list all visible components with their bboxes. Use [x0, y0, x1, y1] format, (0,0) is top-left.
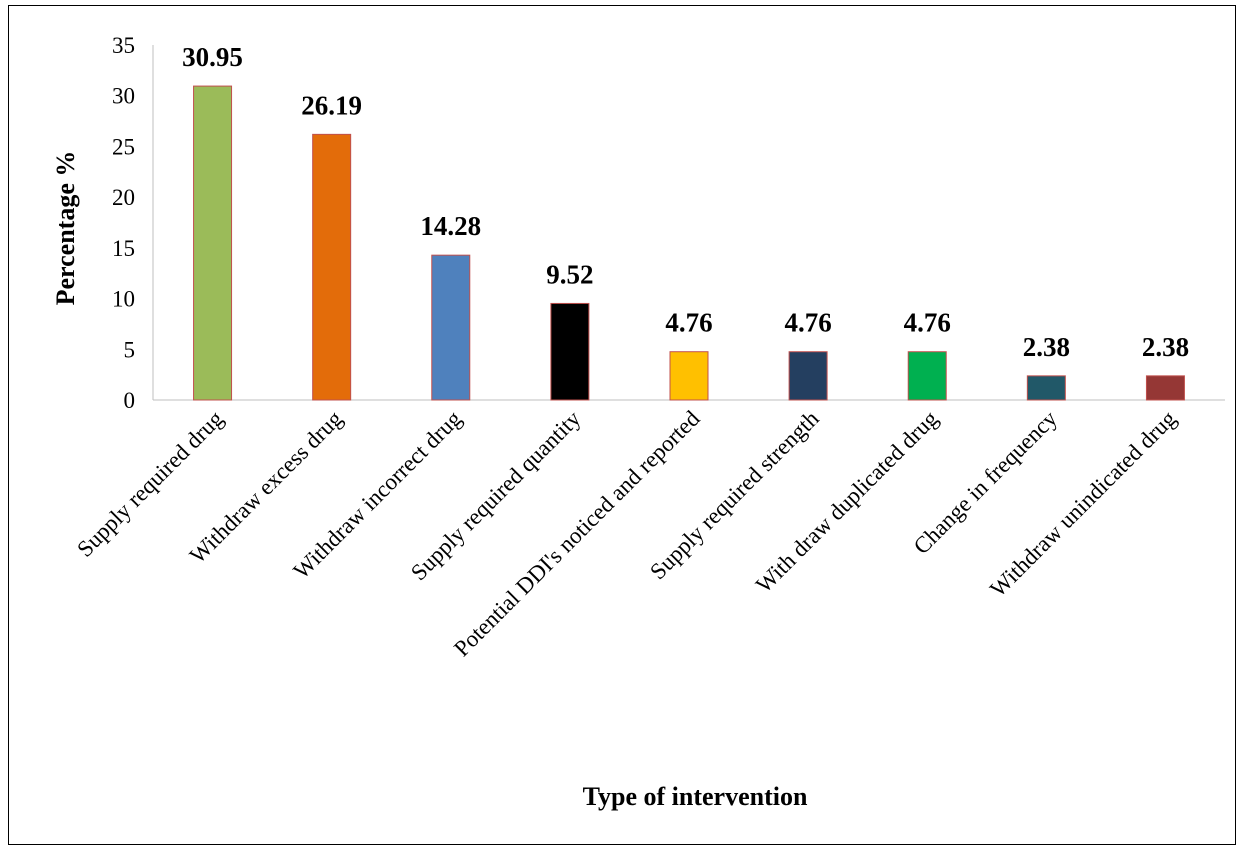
y-tick-label: 25 — [112, 134, 135, 159]
y-tick-label: 5 — [124, 337, 136, 362]
bar — [908, 352, 946, 400]
data-label: 14.28 — [420, 211, 481, 241]
x-tick-label: Potential DDI's noticed and reported — [449, 406, 705, 662]
bar — [551, 303, 589, 400]
bar — [1146, 376, 1184, 400]
y-tick-label: 35 — [112, 33, 135, 58]
x-axis-title: Type of intervention — [583, 782, 808, 811]
bar — [670, 352, 708, 400]
data-label: 4.76 — [904, 308, 951, 338]
data-label: 30.95 — [182, 42, 243, 72]
data-label: 9.52 — [546, 259, 593, 289]
data-label: 2.38 — [1023, 332, 1070, 362]
data-label: 2.38 — [1142, 332, 1189, 362]
y-axis-title: Percentage % — [51, 151, 80, 306]
bar — [1027, 376, 1065, 400]
data-label: 4.76 — [665, 308, 712, 338]
data-label: 4.76 — [784, 308, 831, 338]
y-tick-label: 30 — [112, 84, 135, 109]
bar — [432, 255, 470, 400]
bar — [313, 134, 351, 400]
y-tick-label: 10 — [112, 287, 135, 312]
bar — [194, 86, 232, 400]
y-tick-label: 15 — [112, 236, 135, 261]
bar — [789, 352, 827, 400]
data-label: 26.19 — [301, 90, 362, 120]
y-tick-label: 0 — [124, 388, 136, 413]
y-tick-label: 20 — [112, 185, 135, 210]
